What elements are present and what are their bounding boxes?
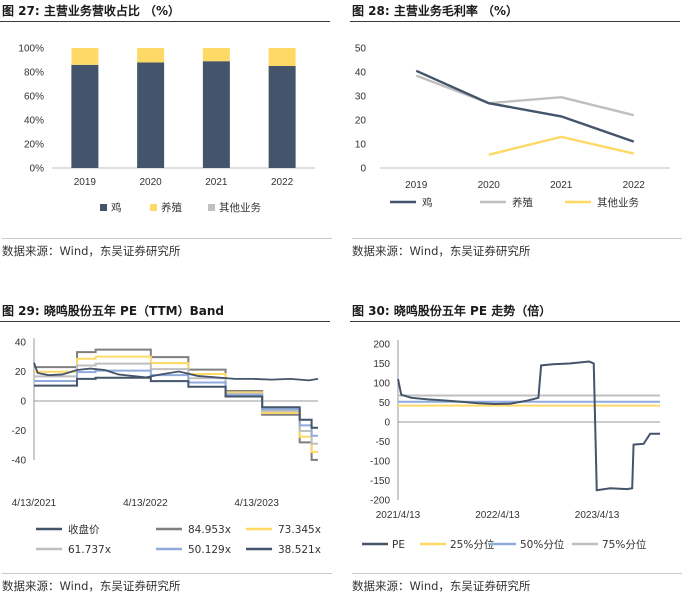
y-tick-label: 100 <box>373 379 390 390</box>
x-tick-label: 2020 <box>140 177 163 188</box>
y-tick-label: -200 <box>370 496 390 507</box>
legend-label: 75%分位 <box>602 538 647 551</box>
y-tick-label: 80% <box>24 68 44 79</box>
y-tick-label: 10 <box>355 140 367 151</box>
legend-label: 61.737x <box>68 544 111 556</box>
panel-fig30: 图 30: 晓鸣股份五年 PE 走势（倍） 200 150 100 50 0 -50 -10… <box>350 300 682 599</box>
y-tick-label: 50 <box>355 44 367 55</box>
source-note: 数据来源：Wind，东吴证券研究所 <box>2 238 332 259</box>
x-tick-label: 2019 <box>405 180 428 191</box>
legend-swatch <box>208 204 215 211</box>
y-tick-label: 20 <box>355 116 367 127</box>
legend-label: 50.129x <box>188 544 231 556</box>
y-tick-label: -150 <box>370 476 390 487</box>
legend-swatch <box>150 204 157 211</box>
x-tick-label: 2022 <box>271 177 294 188</box>
panel-fig29: 图 29: 晓鸣股份五年 PE（TTM）Band 40 20 0 -20 -40 4/13… <box>0 300 332 599</box>
source-note: 数据来源：Wind，东吴证券研究所 <box>352 238 682 259</box>
source-note: 数据来源：Wind，东吴证券研究所 <box>2 573 332 594</box>
legend-label: PE <box>392 539 405 551</box>
y-tick-label: 100% <box>18 44 44 55</box>
legend-label: 鸡 <box>422 196 433 209</box>
bar-segment <box>268 48 296 66</box>
legend-label: 养殖 <box>512 196 533 209</box>
bar-segment <box>137 62 165 168</box>
y-tick-label: 0 <box>20 397 26 408</box>
x-tick-label: 4/13/2023 <box>234 498 279 509</box>
bar-segment <box>137 48 165 63</box>
x-tick-label: 2019 <box>74 177 97 188</box>
bar-segment <box>202 61 230 169</box>
x-tick-label: 4/13/2022 <box>123 498 168 509</box>
figure-title: 图 27: 主营业务营收占比 （%） <box>0 0 330 22</box>
x-tick-label: 2021/4/13 <box>376 510 421 521</box>
band-line <box>34 369 318 437</box>
legend-label: 73.345x <box>278 524 321 536</box>
series-line <box>488 135 635 156</box>
legend-label: 养殖 <box>161 201 182 214</box>
legend-label: 84.953x <box>188 524 231 536</box>
x-tick-label: 2020 <box>478 180 501 191</box>
y-tick-label: 40% <box>24 116 44 127</box>
chart-fig30: 200 150 100 50 0 -50 -100 -150 -200 2021/4/13 2022… <box>362 340 660 551</box>
x-tick-label: 4/13/2021 <box>12 498 57 509</box>
legend-label: 收盘价 <box>68 523 100 536</box>
panel-fig27: 图 27: 主营业务营收占比 （%） 0% 20% 40% 60% 80% 100% 201… <box>0 0 332 268</box>
y-tick-label: 20% <box>24 140 44 151</box>
x-tick-label: 2021 <box>205 177 228 188</box>
legend-label: 其他业务 <box>597 196 639 209</box>
series-line <box>33 362 319 382</box>
y-tick-label: 0 <box>384 418 390 429</box>
y-tick-label: 0% <box>30 164 45 175</box>
y-tick-label: -50 <box>376 437 391 448</box>
y-tick-label: 40 <box>15 338 27 349</box>
bar-segment <box>71 64 99 168</box>
legend-label: 其他业务 <box>219 201 261 214</box>
legend-label: 鸡 <box>111 201 122 214</box>
y-tick-label: 50 <box>379 398 391 409</box>
band-line <box>34 362 318 445</box>
y-tick-label: 200 <box>373 340 390 351</box>
y-tick-label: 0 <box>360 164 366 175</box>
band-line <box>34 348 318 461</box>
x-tick-label: 2021 <box>550 180 573 191</box>
y-tick-label: -40 <box>12 456 27 467</box>
y-tick-label: 40 <box>355 68 367 79</box>
y-tick-label: 20 <box>15 367 27 378</box>
bar-segment <box>202 48 230 62</box>
x-tick-label: 2022/4/13 <box>475 510 520 521</box>
y-tick-label: 150 <box>373 359 390 370</box>
bar-segment <box>71 48 99 65</box>
figure-title: 图 30: 晓鸣股份五年 PE 走势（倍） <box>350 300 680 322</box>
figure-title: 图 29: 晓鸣股份五年 PE（TTM）Band <box>0 300 330 322</box>
chart-fig27: 0% 20% 40% 60% 80% 100% 2019 2020 2021 2022 鸡 养殖 其他业… <box>18 44 315 214</box>
series-line <box>415 69 635 143</box>
source-note: 数据来源：Wind，东吴证券研究所 <box>352 573 682 594</box>
legend-label: 38.521x <box>278 544 321 556</box>
band-line <box>34 355 318 453</box>
legend-swatch <box>100 204 107 211</box>
y-tick-label: 30 <box>355 92 367 103</box>
bar-segment <box>268 66 296 168</box>
figure-title: 图 28: 主营业务毛利率 （%） <box>350 0 680 22</box>
legend-label: 25%分位 <box>450 538 495 551</box>
y-tick-label: -20 <box>12 426 27 437</box>
y-tick-label: -100 <box>370 457 390 468</box>
x-tick-label: 2023/4/13 <box>575 510 620 521</box>
series-line <box>397 360 660 492</box>
y-tick-label: 60% <box>24 92 44 103</box>
chart-fig28: 0 10 20 30 40 50 2019 2020 2021 2022 鸡 养殖 其他业务 <box>355 44 670 209</box>
panel-fig28: 图 28: 主营业务毛利率 （%） 0 10 20 30 40 50 2019 2020 202… <box>350 0 682 268</box>
band-line <box>34 376 318 429</box>
series-line <box>415 74 635 117</box>
chart-fig29: 40 20 0 -20 -40 4/13/2021 4/13/2022 4/13/2023 收盘… <box>12 338 321 557</box>
legend-label: 50%分位 <box>520 538 565 551</box>
x-tick-label: 2022 <box>623 180 646 191</box>
